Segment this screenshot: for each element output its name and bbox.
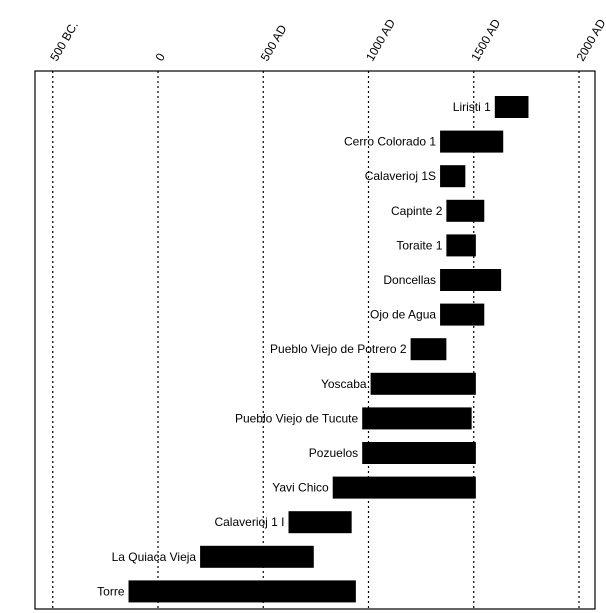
bar-4: [446, 234, 476, 257]
bar-11: [332, 476, 476, 499]
bar-label-12: Calaverioj 1 I: [214, 515, 284, 529]
x-tick-label-0: 500 BC.: [47, 19, 81, 64]
bar-label-2: Calaverioj 1S: [365, 169, 436, 183]
bars: Liristi 1 Cerro Colorado 1 Calaverioj 1S Ca…: [97, 96, 529, 603]
bar-9: [362, 407, 472, 430]
bar-label-1: Cerro Colorado 1: [344, 135, 436, 149]
bar-label-11: Yavi Chico: [272, 481, 329, 495]
bar-label-13: La Quiaca Vieja: [112, 550, 197, 564]
bar-13: [200, 545, 314, 568]
bar-8: [370, 372, 476, 395]
bar-label-10: Pozuelos: [309, 446, 358, 460]
bar-1: [440, 130, 504, 153]
x-axis-ticks: 500 BC. 0 500 AD 1000 AD 1500 AD 2000 AD: [47, 16, 606, 63]
bar-label-7: Pueblo Viejo de Potrero 2: [270, 342, 407, 356]
bar-14: [128, 580, 356, 603]
x-tick-label-4: 1500 AD: [468, 16, 503, 63]
bar-6: [440, 303, 485, 326]
bar-label-14: Torre: [97, 584, 125, 598]
bar-label-9: Pueblo Viejo de Tucute: [235, 411, 359, 425]
bar-10: [362, 442, 476, 464]
bar-label-6: Ojo de Agua: [370, 308, 436, 322]
bar-label-3: Capinte 2: [391, 204, 443, 218]
bar-label-5: Doncellas: [383, 273, 436, 287]
bar-7: [410, 338, 447, 361]
bar-3: [446, 199, 485, 222]
bar-label-0: Liristi 1: [453, 100, 491, 114]
bar-label-8: Yoscaba: [321, 377, 367, 391]
bar-0: [494, 96, 529, 118]
bar-2: [440, 165, 466, 188]
x-tick-label-5: 2000 AD: [573, 16, 606, 63]
bar-12: [288, 511, 352, 534]
bar-5: [440, 269, 502, 291]
x-tick-label-2: 500 AD: [258, 22, 290, 63]
bar-label-4: Toraite 1: [396, 238, 442, 252]
x-tick-label-1: 0: [152, 50, 168, 63]
chart-frame: [34, 70, 596, 610]
x-tick-label-3: 1000 AD: [363, 16, 398, 63]
